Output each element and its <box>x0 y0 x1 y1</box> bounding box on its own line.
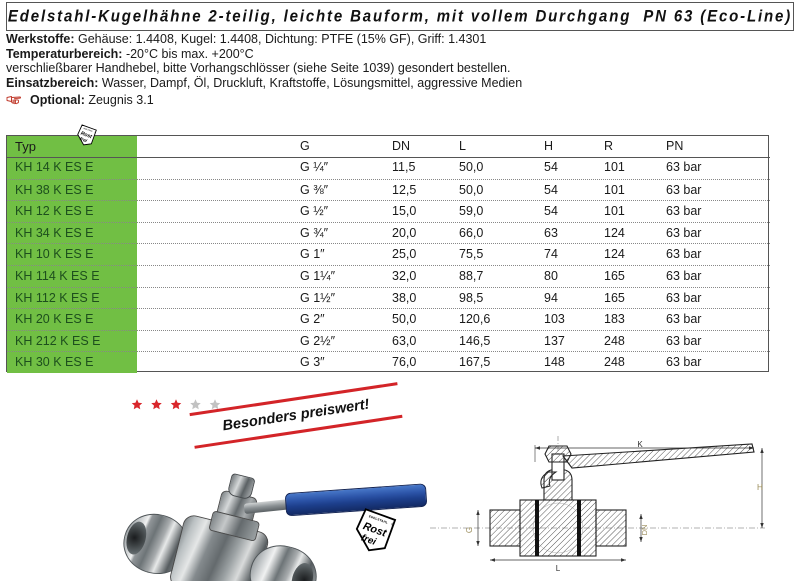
svg-text:G: G <box>465 527 474 533</box>
svg-text:L: L <box>556 564 561 573</box>
svg-text:K: K <box>637 440 643 449</box>
svg-text:H: H <box>757 483 763 492</box>
svg-text:DN: DN <box>640 525 649 536</box>
